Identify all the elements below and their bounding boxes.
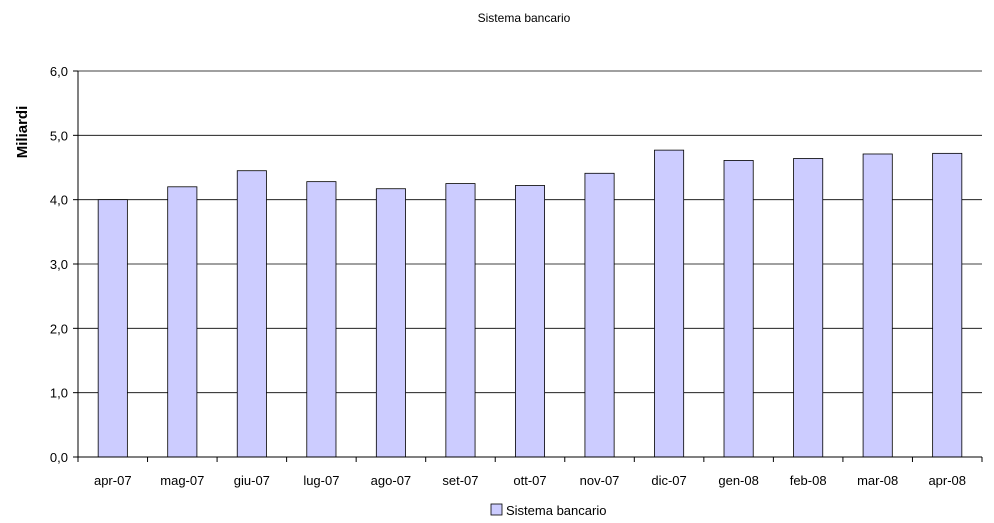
x-tick-label: nov-07 (580, 473, 620, 488)
bar-set-07 (445, 183, 476, 458)
y-axis-label: Miliardi (14, 106, 31, 159)
y-tick-label: 1,0 (50, 386, 68, 401)
y-tick-label: 6,0 (50, 64, 68, 79)
bar-lug-07 (306, 181, 337, 458)
bar-mar-08 (862, 153, 893, 458)
x-tick-label: apr-07 (94, 473, 132, 488)
x-tick-label: mar-08 (857, 473, 898, 488)
y-tick-label: 3,0 (50, 257, 68, 272)
x-tick-label: feb-08 (790, 473, 827, 488)
bar-apr-07 (97, 199, 128, 458)
chart-title: Sistema bancario (478, 11, 571, 25)
legend-swatch (490, 503, 503, 516)
x-tick-label: dic-07 (651, 473, 686, 488)
bar-ago-07 (375, 188, 406, 458)
y-tick-label: 0,0 (50, 450, 68, 465)
y-tick-label: 2,0 (50, 321, 68, 336)
x-tick-label: set-07 (442, 473, 478, 488)
legend-label: Sistema bancario (506, 503, 606, 518)
legend: Sistema bancario (490, 503, 606, 518)
x-tick-label: ago-07 (371, 473, 411, 488)
bar-dic-07 (654, 149, 685, 458)
x-tick-label: ott-07 (513, 473, 546, 488)
bar-apr-08 (932, 152, 963, 458)
x-tick-label: mag-07 (160, 473, 204, 488)
bar-ott-07 (514, 185, 546, 458)
bar-mag-07 (167, 186, 198, 458)
bar-giu-07 (236, 170, 267, 458)
bar-nov-07 (584, 172, 615, 458)
x-tick-label: giu-07 (234, 473, 270, 488)
x-tick-label: apr-08 (928, 473, 966, 488)
bar-feb-08 (793, 158, 824, 458)
x-axis-ticks: apr-07 mag-07 giu-07 lug-07 ago-07 set-07 ott-… (77, 457, 983, 488)
bars (97, 149, 963, 458)
y-axis-ticks: 0,0 1,0 2,0 3,0 4,0 5,0 6,0 (50, 64, 78, 465)
y-tick-label: 5,0 (50, 128, 68, 143)
x-tick-label: lug-07 (303, 473, 339, 488)
y-tick-label: 4,0 (50, 193, 68, 208)
bar-gen-08 (723, 160, 754, 458)
x-tick-label: gen-08 (718, 473, 758, 488)
